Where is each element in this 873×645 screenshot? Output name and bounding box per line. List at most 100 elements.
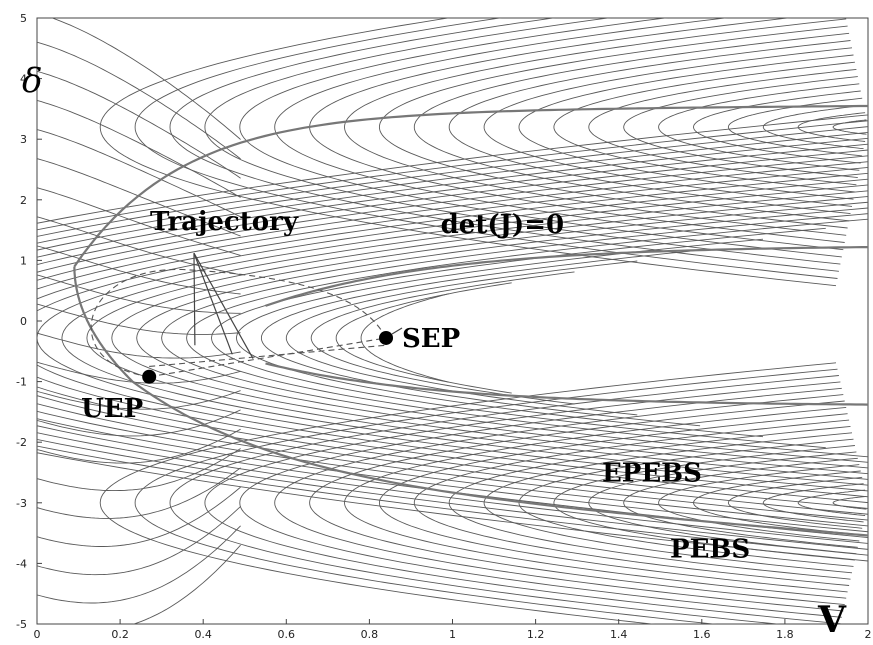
contour-line xyxy=(37,120,868,556)
contour-line xyxy=(99,362,837,624)
contour-line xyxy=(658,83,860,171)
contour-line xyxy=(588,68,857,186)
contour-line xyxy=(693,470,861,536)
contour-line xyxy=(727,97,863,157)
x-tick-label: 2 xyxy=(865,628,872,641)
contour-line xyxy=(136,207,868,469)
x-tick-label: 1.6 xyxy=(693,628,711,641)
contour-line xyxy=(37,126,868,550)
contour-line xyxy=(378,25,848,229)
contour-line xyxy=(37,216,241,276)
y-tick-label: -2 xyxy=(16,436,27,449)
point-label-sep: SEP xyxy=(402,324,460,354)
contour-line xyxy=(37,361,241,384)
contour-line xyxy=(360,293,449,383)
contour-line xyxy=(832,495,867,510)
x-tick-label: 1.8 xyxy=(776,628,794,641)
inner-lower-curve xyxy=(265,362,869,406)
detj-lower-curve xyxy=(73,266,869,537)
contour-line xyxy=(50,18,241,140)
contour-line xyxy=(413,32,850,222)
axis-ticks: 0 0.2 0.4 0.6 0.8 1 1.2 1.4 1.6 1.8 2 5 4 3 2 1 0 -1 -2 -3 -… xyxy=(16,12,871,641)
plot-area xyxy=(36,17,869,625)
contour-line xyxy=(588,451,857,555)
x-axis-label: V xyxy=(817,599,847,641)
y-tick-label: -5 xyxy=(16,618,27,631)
trajectory-path xyxy=(90,268,387,378)
contour-line xyxy=(99,18,837,287)
detj-upper-curve xyxy=(73,104,868,268)
contour-line xyxy=(693,90,861,164)
contour-line xyxy=(37,143,868,533)
contour-line xyxy=(274,394,844,612)
contour-line xyxy=(623,76,858,179)
contour-line xyxy=(448,40,851,215)
contour-line xyxy=(378,413,848,593)
x-tick-label: 0 xyxy=(34,628,41,641)
contour-line xyxy=(37,506,241,576)
contour-line xyxy=(37,428,241,464)
contour-line xyxy=(37,303,241,335)
contour-line xyxy=(344,406,847,599)
contour-line xyxy=(186,218,868,458)
equilibrium-points: SEP UEP xyxy=(81,324,460,424)
contour-line xyxy=(518,54,854,200)
contour-line xyxy=(260,249,701,427)
y-tick-label: 5 xyxy=(20,12,27,25)
contour-line xyxy=(37,149,868,527)
trajectory-pointer xyxy=(193,252,254,359)
contour-line xyxy=(37,467,241,519)
contour-line xyxy=(37,155,868,521)
y-tick-label: -3 xyxy=(16,497,27,510)
x-tick-label: 0.2 xyxy=(111,628,129,641)
contour-line xyxy=(37,172,868,504)
contour-line xyxy=(797,489,866,516)
contour-line xyxy=(413,419,850,586)
contour-line xyxy=(111,201,868,475)
contour-line xyxy=(204,18,841,265)
contour-line xyxy=(344,18,847,236)
x-tick-label: 1 xyxy=(449,628,456,641)
contour-line xyxy=(37,187,241,256)
y-tick-label: 3 xyxy=(20,133,27,146)
contour-line xyxy=(37,332,241,359)
annotation-epebs: EPEBS xyxy=(602,459,702,489)
contour-line xyxy=(37,245,241,295)
contour-line xyxy=(553,61,855,193)
contour-line xyxy=(310,271,575,405)
contour-line xyxy=(309,400,845,606)
contour-line xyxy=(37,129,241,218)
contour-line xyxy=(335,282,512,394)
trajectory-pointer xyxy=(193,253,196,346)
contour-line xyxy=(211,227,826,449)
contour-line xyxy=(37,409,241,437)
contour-line xyxy=(762,483,864,523)
contour-line xyxy=(37,448,241,492)
contour-line xyxy=(832,119,867,135)
x-tick-label: 0.8 xyxy=(361,628,379,641)
y-tick-label: -4 xyxy=(16,557,27,570)
contour-line xyxy=(239,387,842,618)
y-tick-label: 0 xyxy=(20,315,27,328)
contour-line xyxy=(37,544,241,624)
boundary-curves xyxy=(73,104,869,537)
contour-line xyxy=(37,486,241,547)
contour-line xyxy=(169,375,839,624)
contour-line xyxy=(37,99,241,198)
trajectory-pointer xyxy=(193,252,233,355)
point-sep xyxy=(379,330,394,345)
inner-upper-curve xyxy=(265,246,868,307)
contour-line xyxy=(762,104,864,150)
contour-line xyxy=(37,525,241,604)
x-tick-label: 1.4 xyxy=(610,628,628,641)
contour-line xyxy=(483,47,853,207)
contour-line xyxy=(37,184,868,492)
contour-line xyxy=(448,425,851,580)
x-tick-label: 1.2 xyxy=(527,628,545,641)
contour-line xyxy=(134,368,838,624)
contour-line xyxy=(169,18,839,272)
contour-line xyxy=(37,178,868,498)
x-tick-label: 0.6 xyxy=(278,628,296,641)
